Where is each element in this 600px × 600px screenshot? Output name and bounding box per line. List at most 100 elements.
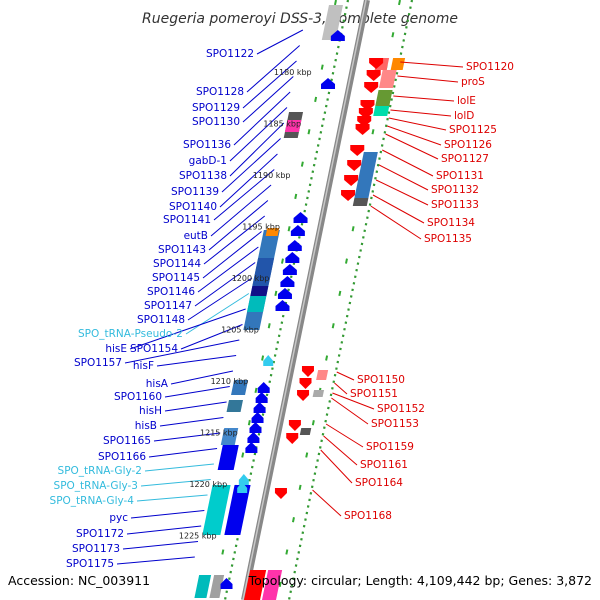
leader-line xyxy=(116,556,195,565)
forward-gene-arrow xyxy=(220,578,233,589)
gene-label-spo1130: SPO1130 xyxy=(192,116,240,128)
feature-block-pink xyxy=(378,70,397,88)
feature-block-dark xyxy=(352,198,369,206)
feature-block-red xyxy=(244,570,267,600)
gene-label-spo1147: SPO1147 xyxy=(144,300,192,312)
gene-label-spo1128: SPO1128 xyxy=(196,86,244,98)
leader-line xyxy=(375,179,429,206)
gene-label-spo1166: SPO1166 xyxy=(98,451,146,463)
feature-block-cyan xyxy=(247,296,267,312)
forward-gene-arrow xyxy=(290,225,305,236)
feature-block-orange xyxy=(265,228,280,236)
leader-line xyxy=(197,246,259,293)
feature-block-steel xyxy=(226,400,243,412)
reverse-gene-arrow xyxy=(347,160,362,171)
gene-label-eutb: eutB xyxy=(184,230,208,242)
kbp-tick-label: 1195 kbp xyxy=(242,223,280,232)
map-title: Ruegeria pomeroyi DSS-3, complete genome xyxy=(142,11,458,27)
leader-line xyxy=(140,479,211,487)
gene-label-spo1144: SPO1144 xyxy=(153,258,201,270)
gene-label-spo1129: SPO1129 xyxy=(192,102,240,114)
gene-label-gabd-1: gabD-1 xyxy=(189,155,227,167)
gene-label-spo1165: SPO1165 xyxy=(103,435,151,447)
feature-block-orange xyxy=(390,58,406,70)
gene-label-spo1172: SPO1172 xyxy=(76,528,124,540)
forward-gene-arrow xyxy=(321,78,336,89)
kbp-tick-label: 1210 kbp xyxy=(211,377,249,386)
feature-block-gray xyxy=(209,575,225,598)
leader-line xyxy=(194,262,256,307)
kbp-tick-label: 1205 kbp xyxy=(221,326,259,335)
leader-line xyxy=(320,449,353,484)
gene-label-spo1127: SPO1127 xyxy=(441,153,489,165)
forward-gene-arrow xyxy=(255,392,268,403)
reverse-gene-arrow xyxy=(360,100,375,111)
feature-block-dark xyxy=(299,428,312,435)
leader-line xyxy=(388,117,447,131)
forward-gene-arrow xyxy=(257,382,270,393)
left-gene-labels: SPO1122 SPO1128 SPO1129 SPO1130 SPO1136 gabD-… xyxy=(50,48,254,570)
forward-gene-arrow xyxy=(330,30,345,41)
gene-label-spo-trna-gly-2: SPO_tRNA-Gly-2 xyxy=(58,465,142,477)
gene-label-spo1173: SPO1173 xyxy=(72,543,120,555)
leader-line xyxy=(185,293,250,335)
leader-line xyxy=(390,109,452,117)
gene-label-lold: lolD xyxy=(454,110,474,122)
reverse-gene-arrow xyxy=(288,420,301,431)
feature-block-magenta xyxy=(284,120,302,132)
leader-line xyxy=(221,138,281,193)
leader-line xyxy=(129,308,246,350)
leader-line xyxy=(124,339,240,364)
leader-line xyxy=(382,149,434,177)
kbp-tick-label: 1225 kbp xyxy=(179,532,217,541)
reverse-gene-arrow xyxy=(286,433,299,444)
gene-label-spo1146: SPO1146 xyxy=(147,286,195,298)
leader-line xyxy=(170,370,234,385)
leader-line xyxy=(208,200,269,251)
leader-line xyxy=(229,122,285,177)
leader-line xyxy=(210,184,272,237)
reverse-gene-arrow xyxy=(341,190,356,201)
gene-label-spo1145: SPO1145 xyxy=(152,272,200,284)
feature-block-blue xyxy=(217,445,239,470)
genome-backbone-highlight xyxy=(242,0,367,600)
trna-arrow xyxy=(263,355,274,366)
outer-right-rail xyxy=(287,0,414,600)
gene-label-spo1125: SPO1125 xyxy=(449,124,497,136)
leader-line xyxy=(219,153,278,208)
reverse-gene-arrow xyxy=(344,175,359,186)
kbp-tick-label: 1190 kbp xyxy=(253,171,291,180)
kbp-tick-label: 1220 kbp xyxy=(189,480,227,489)
forward-gene-arrow xyxy=(277,288,292,299)
gene-label-spo1122: SPO1122 xyxy=(206,48,254,60)
feature-block-magenta xyxy=(262,570,283,600)
reverse-gene-arrow xyxy=(355,124,370,135)
leader-line xyxy=(397,75,459,83)
gene-label-spo1132: SPO1132 xyxy=(431,184,479,196)
leader-line xyxy=(126,525,202,535)
feature-block-light-steel xyxy=(220,428,239,445)
leader-line xyxy=(323,435,358,466)
feature-block-blue xyxy=(224,485,251,535)
gene-label-spo1159: SPO1159 xyxy=(366,441,414,453)
leader-line xyxy=(312,489,342,517)
leader-line xyxy=(164,386,230,398)
gene-label-hisb: hisB xyxy=(135,420,157,432)
gene-label-spo1164: SPO1164 xyxy=(355,477,403,489)
forward-gene-arrow xyxy=(287,240,302,251)
feature-block-olive xyxy=(375,90,393,106)
reverse-gene-arrow xyxy=(358,108,373,119)
leader-line xyxy=(130,510,205,519)
gene-label-spo1151: SPO1151 xyxy=(350,388,398,400)
gene-label-hisf: hisF xyxy=(133,360,154,372)
reverse-gene-arrow xyxy=(301,366,314,377)
leader-line xyxy=(164,401,227,412)
gene-label-spo1131: SPO1131 xyxy=(436,170,484,182)
forward-gene-arrow xyxy=(249,422,262,433)
leader-line xyxy=(385,133,439,160)
leader-line xyxy=(393,95,455,102)
forward-gene-arrow xyxy=(247,432,260,443)
accession-text: Accession: NC_003911 xyxy=(8,573,150,588)
feature-block-cyan xyxy=(202,485,231,535)
leader-line xyxy=(203,215,266,265)
